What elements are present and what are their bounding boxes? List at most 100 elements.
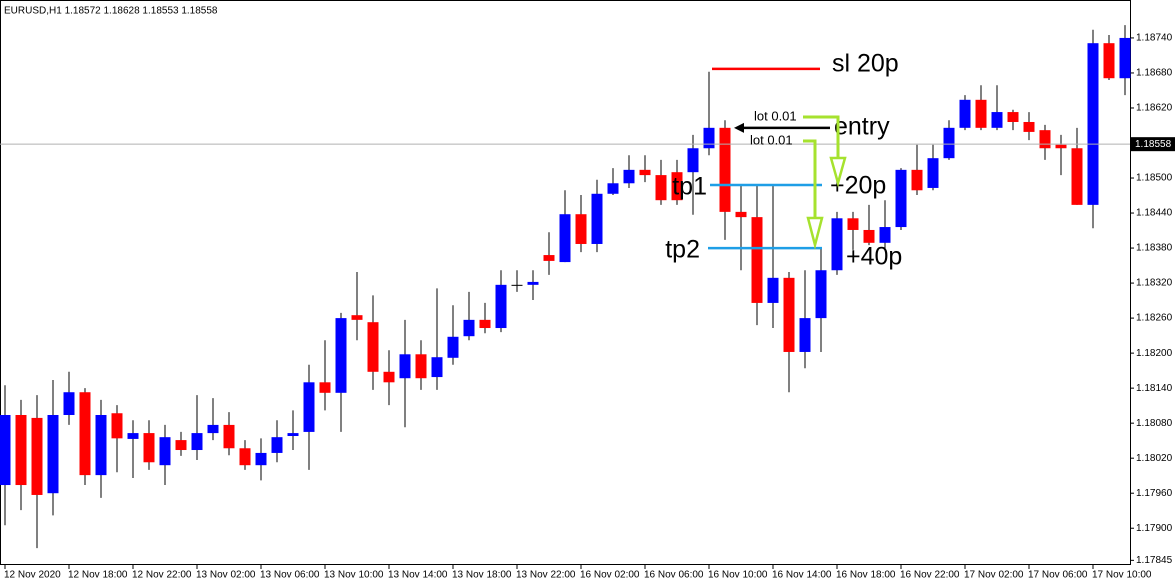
- plot-frame: [0, 0, 1131, 565]
- candle-body: [335, 318, 347, 393]
- y-tick-label: 1.18320: [1136, 278, 1173, 289]
- candle-body: [1007, 112, 1019, 122]
- candle-body: [1087, 43, 1099, 205]
- candle-body: [815, 270, 827, 319]
- x-tick-label: 17 Nov 10:00: [1092, 570, 1152, 581]
- x-tick-label: 17 Nov 02:00: [964, 570, 1024, 581]
- y-tick-label: 1.18380: [1136, 243, 1173, 254]
- candle-body: [463, 319, 475, 337]
- candle-body: [751, 217, 763, 303]
- candle-body: [319, 382, 331, 393]
- x-tick-label: 16 Nov 22:00: [900, 570, 960, 581]
- candle-body: [239, 448, 251, 466]
- x-tick-label: 13 Nov 22:00: [516, 570, 576, 581]
- candle-body: [591, 193, 603, 244]
- x-tick-label: 16 Nov 18:00: [836, 570, 896, 581]
- candle-body: [447, 336, 459, 358]
- lot-arrow: [803, 139, 817, 218]
- candle-body: [511, 284, 523, 286]
- candle-body: [495, 284, 507, 329]
- candle-body: [687, 148, 699, 173]
- x-tick-label: 16 Nov 14:00: [772, 570, 832, 581]
- tp-note: +40p: [846, 243, 902, 271]
- candle-body: [911, 169, 923, 191]
- candle-body: [207, 424, 219, 434]
- y-tick-label: 1.18260: [1136, 313, 1173, 324]
- candle-body: [767, 277, 779, 303]
- candle-body: [543, 255, 555, 261]
- y-tick-label: 1.18080: [1136, 418, 1173, 429]
- candle-body: [607, 183, 619, 194]
- x-tick-label: 13 Nov 06:00: [260, 570, 320, 581]
- candle-body: [927, 158, 939, 188]
- y-tick-label: 1.18620: [1136, 103, 1173, 114]
- candle-body: [303, 382, 315, 432]
- candle-body: [639, 169, 651, 176]
- tp-label: tp1: [672, 173, 707, 201]
- candle-body: [127, 433, 139, 439]
- candle-body: [975, 99, 987, 128]
- x-tick-label: 17 Nov 06:00: [1028, 570, 1088, 581]
- candle-body: [783, 277, 795, 352]
- y-tick-label: 1.17900: [1136, 523, 1173, 534]
- candle-body: [991, 112, 1003, 128]
- y-tick-label: 1.18440: [1136, 208, 1173, 219]
- candle-body: [191, 433, 203, 451]
- candle-body: [367, 322, 379, 372]
- x-tick-label: 13 Nov 14:00: [388, 570, 448, 581]
- x-tick-label: 16 Nov 02:00: [580, 570, 640, 581]
- candle-body: [671, 172, 683, 201]
- y-tick-label: 1.18740: [1136, 33, 1173, 44]
- candle-body: [1071, 148, 1083, 205]
- candle-body: [159, 437, 171, 466]
- candle-body: [1023, 121, 1035, 132]
- x-tick-label: 12 Nov 18:00: [68, 570, 128, 581]
- candle-body: [943, 127, 955, 159]
- candle-body: [831, 218, 843, 271]
- candle-body: [623, 169, 635, 184]
- candle-body: [879, 227, 891, 243]
- candle-body: [143, 433, 155, 463]
- candle-body: [847, 218, 859, 230]
- current-price-label: 1.18558: [1135, 139, 1172, 150]
- x-tick-label: 16 Nov 06:00: [644, 570, 704, 581]
- entry-label: entry: [834, 112, 890, 140]
- x-tick-label: 12 Nov 22:00: [132, 570, 192, 581]
- x-tick-label: 13 Nov 18:00: [452, 570, 512, 581]
- candle-body: [0, 414, 11, 486]
- candle-body: [95, 414, 107, 476]
- candle-body: [735, 211, 747, 218]
- candle-body: [479, 319, 491, 329]
- candle-body: [111, 413, 123, 439]
- candle-body: [559, 214, 571, 263]
- candle-body: [959, 99, 971, 128]
- y-tick-label: 1.18200: [1136, 348, 1173, 359]
- y-tick-label: 1.17845: [1136, 555, 1173, 566]
- candle-body: [351, 315, 363, 320]
- current-price-box: [1131, 137, 1175, 152]
- candle-body: [719, 127, 731, 212]
- y-tick-label: 1.18680: [1136, 68, 1173, 79]
- candle-body: [223, 424, 235, 449]
- candle-body: [287, 433, 299, 437]
- x-tick-label: 12 Nov 2020: [4, 570, 61, 581]
- tp-label: tp2: [665, 236, 700, 264]
- lot-arrowhead: [806, 216, 824, 250]
- candle-body: [655, 175, 667, 201]
- candle-body: [1055, 144, 1067, 149]
- candle-body: [863, 229, 875, 243]
- lot-label: lot 0.01: [750, 132, 793, 147]
- chart-title: EURUSD,H1 1.18572 1.18628 1.18553 1.1855…: [4, 6, 218, 17]
- x-tick-label: 16 Nov 10:00: [708, 570, 768, 581]
- candle-body: [415, 354, 427, 379]
- entry-arrowhead: [734, 122, 744, 133]
- candle-body: [703, 127, 715, 149]
- y-tick-label: 1.18020: [1136, 453, 1173, 464]
- sl-label: sl 20p: [832, 49, 899, 77]
- candle-body: [895, 169, 907, 228]
- candle-body: [1039, 130, 1051, 149]
- x-tick-label: 13 Nov 02:00: [196, 570, 256, 581]
- lot-arrow: [803, 115, 840, 158]
